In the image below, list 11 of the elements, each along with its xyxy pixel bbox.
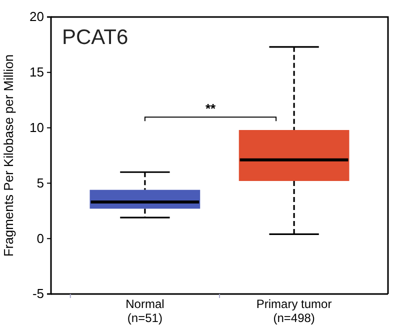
y-tick-label: 20 bbox=[30, 9, 44, 24]
y-tick-label: 0 bbox=[36, 230, 44, 246]
y-axis-title: Fragments Per Kilobase per Million bbox=[1, 54, 16, 257]
chart-title: PCAT6 bbox=[62, 26, 128, 49]
y-tick-label: 15 bbox=[30, 64, 44, 80]
x-tick-label: Primary tumor (n=498) bbox=[256, 297, 332, 325]
x-tick-label: Normal (n=51) bbox=[126, 297, 164, 325]
annotation: ** bbox=[205, 101, 216, 116]
y-tick-label: 5 bbox=[36, 175, 44, 190]
y-tick-label: -5 bbox=[32, 286, 44, 302]
y-tick-label: 10 bbox=[30, 120, 44, 135]
